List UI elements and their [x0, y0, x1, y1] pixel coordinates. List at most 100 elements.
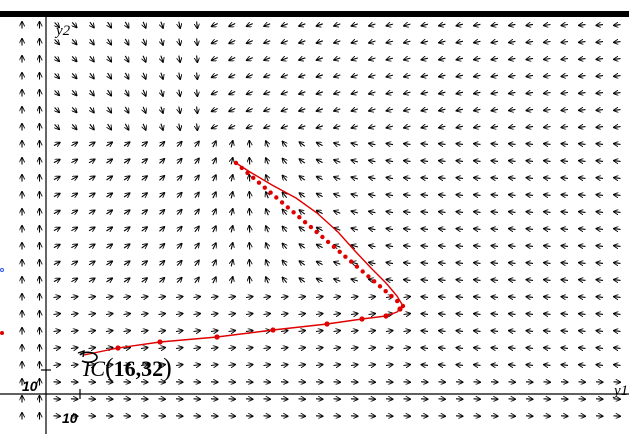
field-arrow — [197, 89, 198, 97]
field-arrow — [334, 194, 341, 197]
field-arrow — [404, 195, 411, 196]
field-arrow — [439, 75, 446, 77]
field-arrow — [70, 331, 78, 332]
field-arrow — [351, 245, 359, 247]
field-arrow — [421, 229, 429, 230]
field-arrow — [245, 348, 253, 349]
solution-point — [274, 195, 279, 200]
left-edge — [0, 17, 2, 434]
field-arrow — [526, 297, 534, 298]
field-arrow — [280, 348, 288, 349]
field-arrow — [266, 260, 269, 267]
field-arrow — [210, 331, 218, 332]
field-arrow — [264, 41, 271, 44]
solution-point — [343, 254, 348, 259]
field-arrow — [614, 93, 621, 94]
field-arrow — [386, 41, 394, 43]
field-arrow — [544, 195, 551, 196]
field-arrow — [421, 331, 429, 332]
solution-curve[interactable] — [83, 160, 406, 356]
field-arrow — [197, 72, 198, 80]
initial-condition-marker[interactable] — [77, 349, 98, 364]
field-arrow — [456, 58, 464, 60]
field-arrow — [526, 229, 534, 230]
field-arrow — [614, 246, 621, 247]
field-arrow — [72, 73, 77, 78]
field-arrow — [386, 92, 394, 94]
field-arrow — [579, 144, 586, 145]
field-arrow — [106, 227, 113, 231]
field-arrow — [544, 314, 551, 315]
field-arrow — [351, 211, 359, 213]
solution-point — [372, 279, 377, 284]
field-arrow — [140, 331, 148, 332]
field-arrow — [143, 55, 146, 62]
field-arrow — [561, 110, 569, 111]
solution-trajectory[interactable] — [83, 162, 404, 356]
initial-condition-label[interactable]: IC(16,32) — [83, 355, 172, 381]
field-arrow — [404, 263, 411, 264]
graph-canvas[interactable] — [0, 17, 629, 434]
field-arrow — [474, 331, 481, 332]
field-arrow — [108, 89, 112, 96]
field-arrow — [386, 58, 394, 60]
field-arrow — [231, 141, 233, 148]
field-arrow — [231, 243, 233, 250]
field-arrow — [579, 195, 586, 196]
field-arrow — [474, 348, 481, 349]
field-arrow — [579, 246, 586, 247]
field-arrow — [213, 226, 216, 233]
field-arrow — [71, 227, 77, 230]
field-arrow — [351, 160, 359, 162]
solution-point — [389, 293, 394, 299]
field-arrow — [579, 42, 586, 43]
field-arrow — [456, 109, 464, 111]
field-arrow — [282, 192, 286, 199]
solution-point — [115, 345, 121, 351]
field-arrow — [193, 348, 201, 349]
field-arrow — [197, 21, 198, 29]
field-arrow — [421, 58, 429, 60]
field-arrow — [474, 229, 481, 230]
field-arrow — [123, 193, 130, 197]
field-arrow — [266, 158, 269, 165]
field-arrow — [544, 348, 551, 349]
field-arrow — [316, 176, 323, 179]
field-arrow — [561, 178, 569, 179]
field-arrow — [456, 75, 464, 77]
field-arrow — [299, 176, 306, 180]
field-arrow — [72, 56, 77, 61]
field-arrow — [509, 297, 516, 298]
field-arrow — [579, 229, 586, 230]
field-arrow — [123, 297, 131, 298]
field-arrow — [179, 89, 180, 97]
field-arrow — [245, 314, 253, 315]
field-arrow — [561, 144, 569, 145]
field-arrow — [526, 178, 534, 179]
field-arrow — [299, 142, 306, 146]
field-arrow — [509, 229, 516, 230]
field-arrow — [526, 280, 534, 281]
field-arrow — [596, 348, 604, 349]
field-arrow — [72, 22, 77, 27]
field-arrow — [421, 24, 429, 26]
field-arrow — [456, 348, 464, 349]
field-arrow — [263, 314, 271, 315]
field-arrow — [439, 229, 446, 230]
field-arrow — [280, 331, 288, 332]
field-arrow — [299, 210, 306, 214]
field-arrow — [526, 331, 534, 332]
field-arrow — [213, 175, 216, 182]
field-arrow — [404, 92, 411, 94]
offscreen-handle[interactable] — [0, 268, 4, 272]
field-arrow — [72, 90, 77, 95]
field-arrow — [105, 297, 113, 298]
field-arrow — [474, 144, 481, 145]
field-arrow — [509, 263, 516, 264]
field-arrow — [125, 106, 128, 113]
field-arrow — [282, 141, 286, 148]
field-arrow — [88, 365, 96, 366]
field-arrow — [70, 348, 78, 349]
field-arrow — [53, 261, 60, 264]
field-arrow — [526, 24, 534, 25]
